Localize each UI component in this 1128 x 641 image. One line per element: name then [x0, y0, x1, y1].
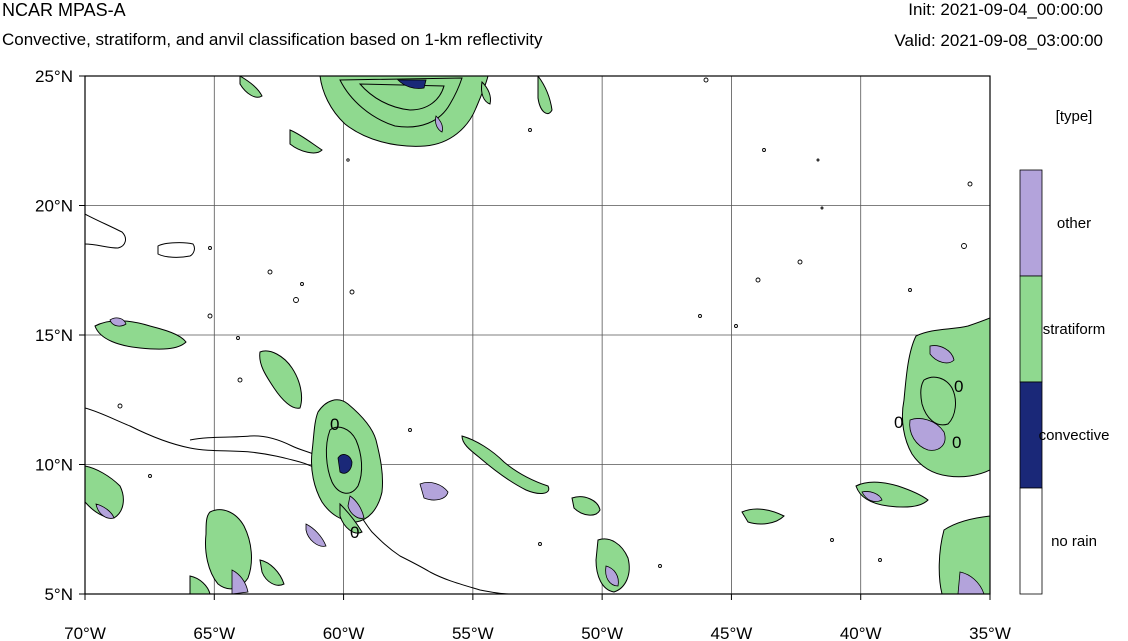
longitude-axis: 70°W 65°W 60°W 55°W 50°W 45°W 40°W 35°W — [64, 594, 1011, 641]
latitude-axis: 25°N 20°N 15°N 10°N 5°N — [35, 67, 85, 604]
lat-tick-label: 20°N — [35, 197, 73, 216]
lon-tick-label: 50°W — [581, 624, 623, 641]
lat-tick-label: 10°N — [35, 456, 73, 475]
lon-tick-label: 40°W — [840, 624, 882, 641]
contour-label: 0 — [350, 523, 359, 542]
legend-label: no rain — [1051, 533, 1097, 550]
lon-tick-label: 70°W — [64, 624, 106, 641]
contour-label: 0 — [954, 377, 963, 396]
legend-title: [type] — [1056, 108, 1093, 125]
coastline-venezuela — [189, 435, 319, 457]
contour-label: 0 — [330, 415, 339, 434]
map-gridlines — [85, 76, 990, 594]
valid-time-label: Valid: 2021-09-08_03:00:00 — [894, 31, 1103, 51]
precipitation-fields — [85, 76, 990, 594]
lat-tick-label: 5°N — [44, 585, 73, 604]
legend-swatch — [1019, 487, 1043, 595]
lon-tick-label: 35°W — [969, 624, 1011, 641]
valid-time-value: 2021-09-08_03:00:00 — [940, 31, 1103, 50]
contour-label: 0 — [952, 433, 961, 452]
lon-tick-label: 55°W — [452, 624, 494, 641]
lat-tick-label: 15°N — [35, 326, 73, 345]
lon-tick-label: 65°W — [193, 624, 235, 641]
init-time-value: 2021-09-04_00:00:00 — [940, 0, 1103, 19]
lat-tick-label: 25°N — [35, 67, 73, 86]
init-time-label: Init: 2021-09-04_00:00:00 — [908, 0, 1103, 20]
valid-label-prefix: Valid: — [894, 31, 936, 50]
legend: [type] other stratiform convective no rain — [1019, 108, 1110, 595]
storm-cells-west — [85, 317, 630, 594]
storm-system-central — [259, 350, 383, 547]
legend-swatch — [1019, 169, 1043, 277]
lon-tick-label: 60°W — [323, 624, 365, 641]
legend-label: stratiform — [1043, 321, 1106, 338]
scattered-cells — [117, 77, 973, 568]
legend-swatch — [1019, 275, 1043, 383]
lon-tick-label: 45°W — [711, 624, 753, 641]
legend-label: other — [1057, 215, 1091, 232]
figure-model-title: NCAR MPAS-A — [2, 0, 126, 20]
island-outline-puerto-rico — [157, 242, 195, 258]
storm-system-east — [741, 317, 990, 594]
contour-labels: 0 0 0 0 0 — [330, 377, 963, 542]
island-outline-hispaniola — [85, 213, 126, 249]
storm-system-north — [239, 76, 553, 154]
contour-label: 0 — [894, 413, 903, 432]
legend-label: convective — [1039, 427, 1110, 444]
init-label-prefix: Init: — [908, 0, 936, 19]
figure-description: Convective, stratiform, and anvil classi… — [2, 30, 543, 49]
